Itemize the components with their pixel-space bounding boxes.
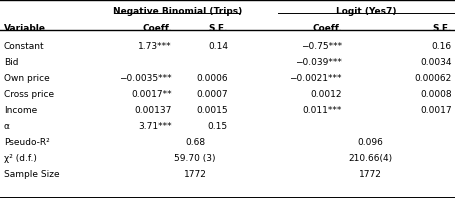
- Text: 0.68: 0.68: [185, 137, 205, 146]
- Text: −0.0035***: −0.0035***: [119, 74, 172, 83]
- Text: 0.0012: 0.0012: [310, 89, 341, 99]
- Text: Constant: Constant: [4, 42, 45, 51]
- Text: Bid: Bid: [4, 58, 19, 67]
- Text: 0.0017: 0.0017: [420, 105, 451, 115]
- Text: Cross price: Cross price: [4, 89, 54, 99]
- Text: 1.73***: 1.73***: [138, 42, 172, 51]
- Text: S.E.: S.E.: [432, 24, 451, 33]
- Text: Own price: Own price: [4, 74, 50, 83]
- Text: Coeff.: Coeff.: [312, 24, 341, 33]
- Text: 210.66(4): 210.66(4): [347, 153, 391, 162]
- Text: 0.096: 0.096: [356, 137, 382, 146]
- Text: 3.71***: 3.71***: [138, 121, 172, 130]
- Text: χ² (d.f.): χ² (d.f.): [4, 153, 37, 162]
- Text: 0.00062: 0.00062: [414, 74, 451, 83]
- Text: 0.0034: 0.0034: [420, 58, 451, 67]
- Text: Variable: Variable: [4, 24, 46, 33]
- Text: −0.75***: −0.75***: [300, 42, 341, 51]
- Text: S.E.: S.E.: [208, 24, 228, 33]
- Text: 0.14: 0.14: [207, 42, 228, 51]
- Text: 0.15: 0.15: [207, 121, 228, 130]
- Text: α: α: [4, 121, 10, 130]
- Text: 0.00137: 0.00137: [134, 105, 172, 115]
- Text: 0.16: 0.16: [431, 42, 451, 51]
- Text: 1772: 1772: [183, 169, 206, 178]
- Text: 0.0015: 0.0015: [196, 105, 228, 115]
- Text: 1772: 1772: [358, 169, 380, 178]
- Text: Logit (Yes7): Logit (Yes7): [335, 7, 396, 16]
- Text: −0.039***: −0.039***: [294, 58, 341, 67]
- Text: 0.011***: 0.011***: [302, 105, 341, 115]
- Text: 0.0008: 0.0008: [420, 89, 451, 99]
- Text: Pseudo-R²: Pseudo-R²: [4, 137, 50, 146]
- Text: 59.70 (3): 59.70 (3): [174, 153, 215, 162]
- Text: 0.0017**: 0.0017**: [131, 89, 172, 99]
- Text: −0.0021***: −0.0021***: [289, 74, 341, 83]
- Text: 0.0007: 0.0007: [196, 89, 228, 99]
- Text: Negative Binomial (Trips): Negative Binomial (Trips): [113, 7, 242, 16]
- Text: 0.0006: 0.0006: [196, 74, 228, 83]
- Text: Sample Size: Sample Size: [4, 169, 60, 178]
- Text: Income: Income: [4, 105, 37, 115]
- Text: Coeff.: Coeff.: [142, 24, 172, 33]
